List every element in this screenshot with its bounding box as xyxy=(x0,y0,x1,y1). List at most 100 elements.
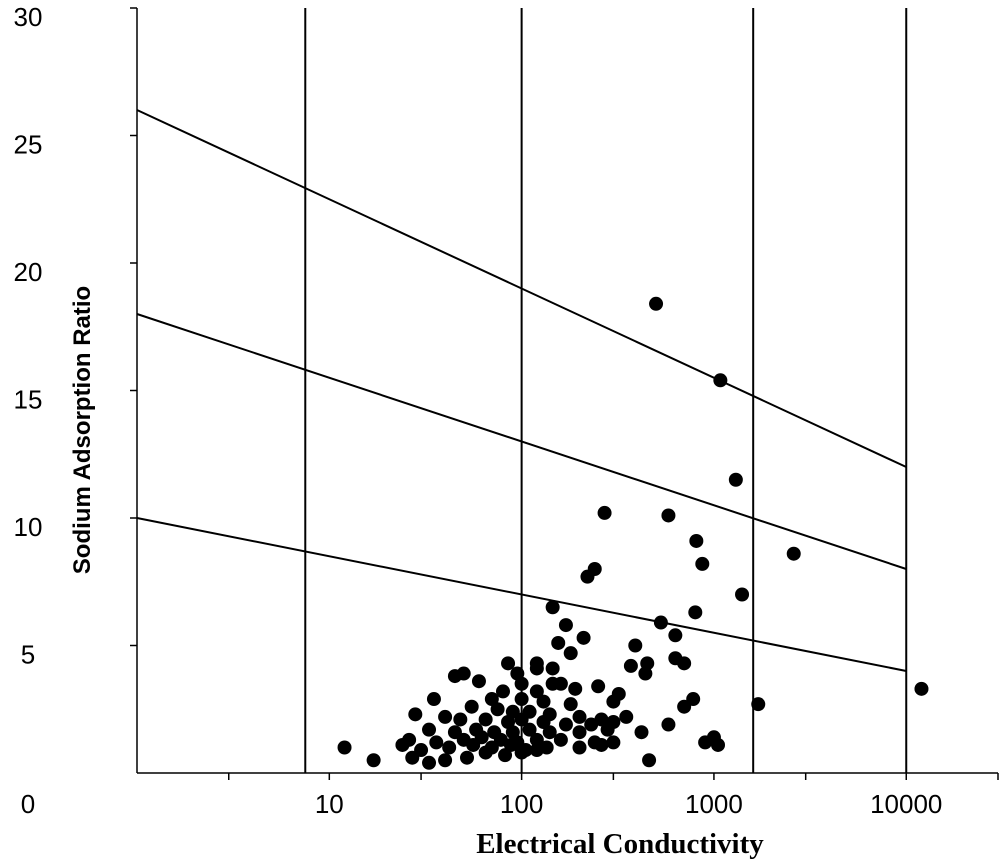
data-point xyxy=(422,755,437,770)
data-point xyxy=(522,722,537,737)
x-tick-label: 100 xyxy=(500,789,543,819)
data-point xyxy=(576,630,591,645)
y-tick-label: 5 xyxy=(21,640,35,670)
data-point xyxy=(529,732,544,747)
data-point xyxy=(536,715,551,729)
data-point xyxy=(498,748,513,763)
data-point xyxy=(545,600,560,615)
data-point xyxy=(438,709,453,724)
data-point xyxy=(584,717,599,732)
data-point xyxy=(642,753,657,768)
data-point xyxy=(563,697,578,712)
y-tick-label: 25 xyxy=(14,130,43,160)
data-point xyxy=(460,750,475,765)
data-point xyxy=(553,732,568,747)
data-point xyxy=(545,661,560,676)
data-point xyxy=(453,712,468,727)
data-point xyxy=(429,735,444,750)
data-points xyxy=(337,296,929,770)
data-point xyxy=(698,735,713,750)
data-point xyxy=(529,684,544,699)
data-point xyxy=(638,666,653,681)
data-point xyxy=(514,745,529,760)
data-point xyxy=(553,676,568,691)
data-point xyxy=(572,709,587,724)
data-point xyxy=(634,725,649,740)
x-tick-label: 10 xyxy=(315,789,344,819)
data-point xyxy=(735,587,750,602)
data-point xyxy=(661,508,676,523)
data-point xyxy=(572,725,587,740)
data-point xyxy=(514,692,529,707)
data-point xyxy=(529,743,544,758)
data-point xyxy=(668,628,683,643)
y-axis-label: Sodium Adsorption Ratio xyxy=(69,286,96,574)
data-point xyxy=(677,699,692,714)
data-point xyxy=(464,699,479,714)
data-point xyxy=(456,666,471,681)
data-point xyxy=(558,618,573,633)
data-point xyxy=(606,735,621,750)
boundary-lines xyxy=(136,109,907,672)
data-point xyxy=(366,753,381,768)
x-tick-label: 1000 xyxy=(685,789,743,819)
data-point xyxy=(688,605,703,620)
data-point xyxy=(786,546,801,561)
data-point xyxy=(503,737,518,752)
data-point xyxy=(572,740,587,755)
data-point xyxy=(661,717,676,732)
boundary-line xyxy=(136,313,907,570)
data-point xyxy=(568,681,583,696)
boundary-line xyxy=(136,109,907,468)
data-point xyxy=(408,707,423,722)
data-point xyxy=(542,725,557,740)
boundary-line xyxy=(136,517,907,672)
data-point xyxy=(623,658,638,673)
data-point xyxy=(628,638,643,653)
data-point xyxy=(591,679,606,694)
data-point xyxy=(649,296,664,311)
data-point xyxy=(514,712,529,727)
y-tick-label: 10 xyxy=(14,512,43,542)
data-point xyxy=(600,722,615,737)
y-axis-ticks: 0 5 10 15 20 25 30 xyxy=(14,2,137,819)
data-point xyxy=(405,750,420,765)
data-point xyxy=(914,681,929,696)
data-point xyxy=(495,684,510,699)
data-point xyxy=(514,676,529,691)
y-tick-label: 20 xyxy=(14,257,43,287)
data-point xyxy=(422,722,437,737)
data-point xyxy=(711,737,726,752)
data-point xyxy=(728,472,743,487)
data-point xyxy=(751,697,766,712)
data-point xyxy=(438,753,453,768)
data-point xyxy=(466,737,481,752)
data-point xyxy=(484,692,499,707)
data-point xyxy=(426,692,441,707)
data-point xyxy=(713,373,728,388)
data-point xyxy=(478,745,493,760)
data-point xyxy=(677,656,692,671)
data-point xyxy=(594,737,609,752)
data-point xyxy=(551,635,566,650)
data-point xyxy=(695,556,710,571)
data-point xyxy=(606,694,621,709)
data-point xyxy=(478,712,493,727)
data-point xyxy=(536,694,551,709)
data-point xyxy=(395,737,410,752)
x-axis-ticks: 10 100 1000 10000 xyxy=(228,773,999,819)
data-point xyxy=(501,656,516,671)
data-point xyxy=(580,569,595,584)
x-tick-label: 10000 xyxy=(870,789,942,819)
y-tick-label: 15 xyxy=(14,385,43,415)
y-tick-label: 0 xyxy=(21,789,35,819)
data-point xyxy=(442,740,457,755)
data-point xyxy=(653,615,668,630)
data-point xyxy=(689,533,704,548)
data-point xyxy=(337,740,352,755)
data-point xyxy=(619,709,634,724)
data-point xyxy=(471,674,486,689)
y-tick-label: 30 xyxy=(14,2,43,32)
data-point xyxy=(563,646,578,661)
